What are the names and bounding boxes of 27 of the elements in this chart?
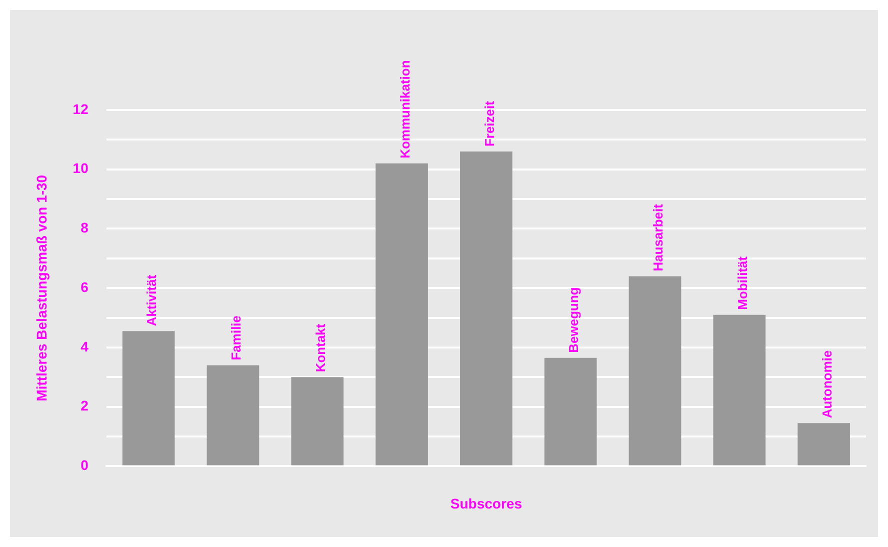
bar: [544, 358, 597, 466]
y-tick-label: 2: [80, 398, 89, 414]
bar: [291, 377, 344, 466]
y-tick-label: 4: [80, 338, 89, 354]
bar: [628, 276, 682, 466]
bar: [206, 365, 260, 466]
x-tick-label: Familie: [228, 315, 244, 360]
bar: [713, 314, 766, 466]
x-tick-label: Kommunikation: [397, 60, 412, 158]
x-tick-label: Aktivität: [144, 274, 160, 326]
y-tick-label: 10: [72, 160, 89, 176]
bar: [376, 163, 428, 466]
x-tick-label: Mobilität: [734, 256, 750, 310]
x-tick-label: Kontakt: [312, 323, 328, 372]
x-tick-label: Autonomie: [819, 350, 834, 418]
x-tick-label: Freizeit: [482, 100, 497, 147]
y-tick-label: 8: [80, 220, 89, 236]
x-tick-label: Hausarbeit: [650, 203, 666, 272]
x-tick-label: Bewegung: [566, 287, 582, 353]
y-axis-title: Mittleres Belastungsmaß von 1-30: [33, 174, 50, 402]
bar: [122, 331, 175, 466]
x-axis-title: Subscores: [450, 495, 522, 512]
bar: [460, 152, 512, 466]
bar: [798, 423, 850, 466]
y-tick-label: 0: [80, 457, 89, 474]
y-tick-label: 12: [72, 100, 89, 117]
y-tick-label: 6: [80, 278, 89, 295]
